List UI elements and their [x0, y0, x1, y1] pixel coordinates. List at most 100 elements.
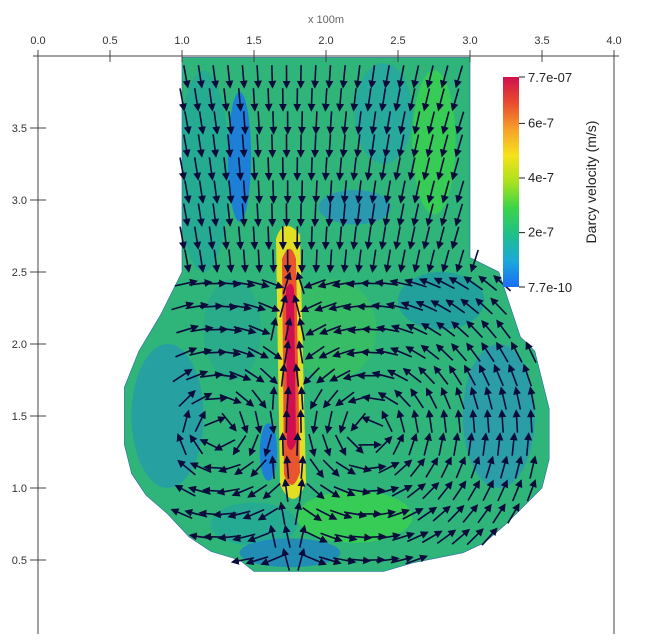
velocity-arrow: [363, 532, 387, 541]
velocity-arrow: [408, 432, 418, 456]
velocity-arrow: [425, 387, 438, 409]
velocity-arrow: [409, 457, 426, 477]
velocity-arrow: [264, 226, 273, 250]
velocity-arrow: [253, 134, 262, 158]
velocity-arrow: [445, 299, 466, 314]
velocity-arrow: [451, 528, 471, 545]
velocity-arrow: [361, 325, 386, 334]
velocity-arrow: [278, 432, 287, 456]
velocity-arrow: [207, 226, 216, 250]
velocity-arrow: [466, 528, 484, 546]
velocity-arrow: [439, 203, 449, 227]
velocity-arrow: [477, 503, 492, 524]
velocity-arrow: [196, 134, 205, 158]
velocity-arrow: [406, 531, 429, 543]
velocity-arrow: [296, 340, 305, 364]
velocity-arrow: [211, 203, 220, 227]
velocity-arrow: [497, 479, 508, 502]
velocity-arrow: [455, 456, 466, 479]
velocity-arrow: [297, 478, 306, 502]
velocity-arrow: [495, 432, 504, 456]
velocity-arrow: [507, 503, 520, 524]
velocity-arrow: [433, 365, 449, 385]
velocity-arrow: [335, 461, 356, 475]
y-axis-ticks: 0.5 1.0 1.5 2.0 2.5 3.0 3.5: [12, 123, 46, 567]
velocity-arrow: [398, 111, 406, 135]
velocity-vectors: [170, 65, 538, 571]
field-region-8: [297, 490, 413, 543]
velocity-arrow: [452, 432, 461, 456]
velocity-arrow: [217, 349, 242, 358]
velocity-arrow: [243, 302, 267, 312]
velocity-arrow: [333, 485, 356, 497]
velocity-arrow: [182, 203, 191, 227]
velocity-arrow: [527, 386, 536, 410]
velocity-arrow: [394, 389, 411, 408]
velocity-arrow: [460, 298, 480, 315]
velocity-arrow: [425, 409, 434, 433]
velocity-arrow: [421, 157, 431, 181]
velocity-arrow: [440, 456, 452, 479]
velocity-arrow: [191, 392, 213, 405]
velocity-arrow: [411, 203, 420, 227]
velocity-arrow: [382, 65, 391, 89]
velocity-arrow: [376, 555, 400, 564]
velocity-arrow: [363, 463, 387, 472]
velocity-arrow: [469, 409, 478, 433]
velocity-arrow: [407, 88, 416, 112]
velocity-arrow: [264, 157, 273, 181]
velocity-arrow: [305, 323, 327, 336]
velocity-arrow: [440, 387, 452, 410]
colorbar-min-label: 7.7e-10: [528, 280, 572, 295]
velocity-arrow: [369, 180, 378, 204]
x-tick-label: 3.0: [462, 35, 477, 47]
velocity-arrow: [436, 321, 456, 337]
velocity-arrow: [527, 409, 536, 433]
colorbar-title: Darcy velocity (m/s): [583, 121, 599, 244]
velocity-arrow: [402, 508, 424, 520]
velocity-arrow: [193, 88, 202, 112]
velocity-arrow: [355, 180, 364, 204]
velocity-arrow: [189, 279, 213, 287]
velocity-arrow: [386, 369, 409, 382]
velocity-arrow: [436, 226, 445, 250]
velocity-arrow: [193, 157, 202, 181]
velocity-arrow: [261, 278, 284, 289]
velocity-arrow: [306, 531, 328, 543]
velocity-arrow: [410, 388, 424, 409]
velocity-arrow: [176, 324, 199, 334]
velocity-arrow: [221, 157, 230, 181]
velocity-arrow: [478, 275, 498, 292]
velocity-arrow: [522, 363, 533, 387]
velocity-arrow: [405, 324, 428, 336]
velocity-arrow: [221, 412, 237, 432]
velocity-arrow: [364, 88, 373, 112]
velocity-arrow: [507, 363, 518, 387]
velocity-arrow: [338, 411, 349, 434]
velocity-arrow: [405, 346, 426, 359]
velocity-arrow: [322, 459, 340, 477]
velocity-arrow: [462, 504, 479, 523]
velocity-arrow: [176, 433, 187, 456]
velocity-arrow: [207, 88, 216, 112]
velocity-arrow: [346, 436, 364, 454]
velocity-arrow: [197, 180, 206, 204]
velocity-arrow: [268, 524, 277, 548]
velocity-arrow: [390, 324, 414, 334]
velocity-arrow: [278, 501, 287, 525]
velocity-arrow: [455, 111, 465, 135]
velocity-arrow: [183, 111, 192, 135]
velocity-arrow: [326, 111, 335, 135]
velocity-arrow: [426, 111, 436, 135]
velocity-arrow: [421, 226, 431, 250]
velocity-arrow: [396, 134, 405, 158]
velocity-arrow: [255, 111, 264, 135]
velocity-arrow: [264, 88, 273, 112]
velocity-arrow: [177, 459, 196, 476]
velocity-arrow: [364, 157, 373, 181]
colorbar-max-label: 7.7e-07: [528, 70, 572, 85]
velocity-arrow: [368, 203, 377, 227]
velocity-arrow: [235, 391, 255, 407]
velocity-arrow: [182, 134, 191, 158]
colorbar-tick-label: 2e-7: [528, 225, 554, 240]
